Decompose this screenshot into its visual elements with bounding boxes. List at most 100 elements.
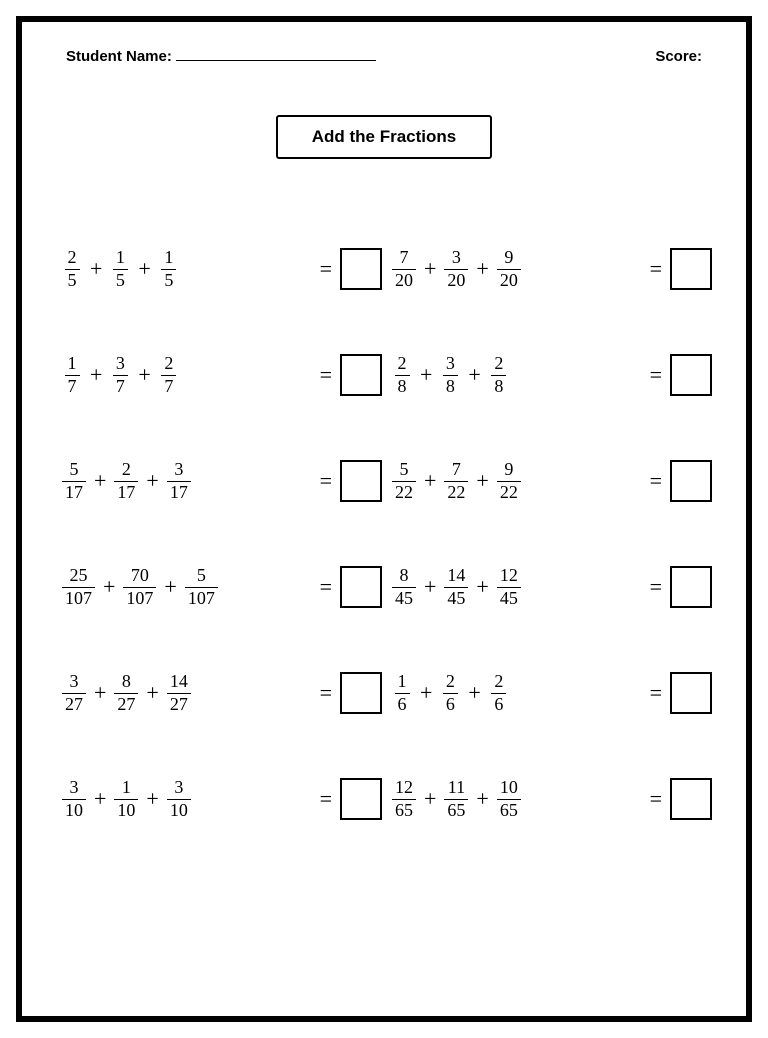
fraction-numerator: 3: [171, 778, 186, 799]
answer-box[interactable]: [340, 672, 382, 714]
fraction: 38: [440, 354, 460, 397]
fraction-denominator: 22: [444, 481, 468, 503]
fraction-numerator: 14: [167, 672, 191, 693]
fraction: 922: [497, 460, 521, 503]
plus-operator: +: [418, 680, 434, 706]
fraction-numerator: 2: [491, 354, 506, 375]
problem-row: 517+217+317=: [62, 451, 382, 511]
fraction-denominator: 5: [65, 269, 80, 291]
fraction: 1265: [392, 778, 416, 821]
worksheet-title: Add the Fractions: [276, 115, 493, 159]
fraction-denominator: 5: [161, 269, 176, 291]
answer-area: =: [640, 354, 712, 396]
fraction-numerator: 8: [397, 566, 412, 587]
fraction-numerator: 7: [449, 460, 464, 481]
student-name-block: Student Name:: [66, 46, 376, 65]
plus-operator: +: [466, 362, 482, 388]
answer-area: =: [640, 460, 712, 502]
fraction-numerator: 5: [397, 460, 412, 481]
fraction: 310: [62, 778, 86, 821]
fraction: 28: [489, 354, 509, 397]
equals-sign: =: [640, 256, 662, 282]
plus-operator: +: [101, 574, 117, 600]
answer-box[interactable]: [340, 566, 382, 608]
plus-operator: +: [422, 786, 438, 812]
fraction: 845: [392, 566, 416, 609]
plus-operator: +: [92, 468, 108, 494]
plus-operator: +: [144, 680, 160, 706]
fraction-denominator: 22: [497, 481, 521, 503]
fraction-numerator: 3: [67, 672, 82, 693]
answer-area: =: [640, 248, 712, 290]
fraction-denominator: 7: [113, 375, 128, 397]
fraction-denominator: 107: [185, 587, 218, 609]
answer-box[interactable]: [670, 778, 712, 820]
fraction-numerator: 3: [67, 778, 82, 799]
plus-operator: +: [474, 468, 490, 494]
fraction: 1165: [444, 778, 468, 821]
fraction-denominator: 27: [167, 693, 191, 715]
answer-box[interactable]: [340, 354, 382, 396]
fraction: 310: [167, 778, 191, 821]
plus-operator: +: [466, 680, 482, 706]
fraction-denominator: 65: [392, 799, 416, 821]
answer-area: =: [310, 672, 382, 714]
fraction: 920: [497, 248, 521, 291]
answer-box[interactable]: [340, 778, 382, 820]
fraction: 320: [444, 248, 468, 291]
fraction-expression: 720+320+920: [392, 248, 582, 291]
answer-area: =: [310, 460, 382, 502]
fraction: 317: [167, 460, 191, 503]
fraction-numerator: 3: [171, 460, 186, 481]
fraction-denominator: 65: [497, 799, 521, 821]
fraction-numerator: 10: [497, 778, 521, 799]
fraction-denominator: 5: [113, 269, 128, 291]
plus-operator: +: [144, 468, 160, 494]
fraction-expression: 845+1445+1245: [392, 566, 582, 609]
problem-row: 28+38+28=: [392, 345, 712, 405]
fraction: 827: [114, 672, 138, 715]
fraction-denominator: 20: [497, 269, 521, 291]
plus-operator: +: [136, 362, 152, 388]
fraction-denominator: 7: [65, 375, 80, 397]
plus-operator: +: [136, 256, 152, 282]
plus-operator: +: [162, 574, 178, 600]
fraction-numerator: 2: [395, 354, 410, 375]
fraction: 37: [110, 354, 130, 397]
fraction-denominator: 10: [62, 799, 86, 821]
answer-box[interactable]: [340, 248, 382, 290]
answer-box[interactable]: [670, 354, 712, 396]
answer-box[interactable]: [340, 460, 382, 502]
fraction: 1445: [444, 566, 468, 609]
fraction-numerator: 12: [497, 566, 521, 587]
fraction-denominator: 8: [395, 375, 410, 397]
fraction-expression: 1265+1165+1065: [392, 778, 582, 821]
student-name-line[interactable]: [176, 46, 376, 61]
equals-sign: =: [310, 574, 332, 600]
fraction-denominator: 6: [491, 693, 506, 715]
answer-box[interactable]: [670, 566, 712, 608]
problem-row: 17+37+27=: [62, 345, 382, 405]
problem-row: 720+320+920=: [392, 239, 712, 299]
answer-box[interactable]: [670, 672, 712, 714]
student-name-label: Student Name:: [66, 48, 172, 65]
fraction: 722: [444, 460, 468, 503]
fraction-denominator: 17: [62, 481, 86, 503]
plus-operator: +: [144, 786, 160, 812]
answer-box[interactable]: [670, 248, 712, 290]
problem-row: 522+722+922=: [392, 451, 712, 511]
header-row: Student Name: Score:: [46, 46, 722, 65]
plus-operator: +: [88, 256, 104, 282]
answer-box[interactable]: [670, 460, 712, 502]
fraction-numerator: 3: [449, 248, 464, 269]
fraction-numerator: 2: [443, 672, 458, 693]
fraction: 25: [62, 248, 82, 291]
fraction: 327: [62, 672, 86, 715]
fraction-expression: 17+37+27: [62, 354, 252, 397]
equals-sign: =: [310, 468, 332, 494]
fraction-numerator: 9: [501, 460, 516, 481]
fraction-denominator: 107: [123, 587, 156, 609]
fraction-expression: 25+15+15: [62, 248, 252, 291]
problem-row: 310+110+310=: [62, 769, 382, 829]
plus-operator: +: [92, 680, 108, 706]
